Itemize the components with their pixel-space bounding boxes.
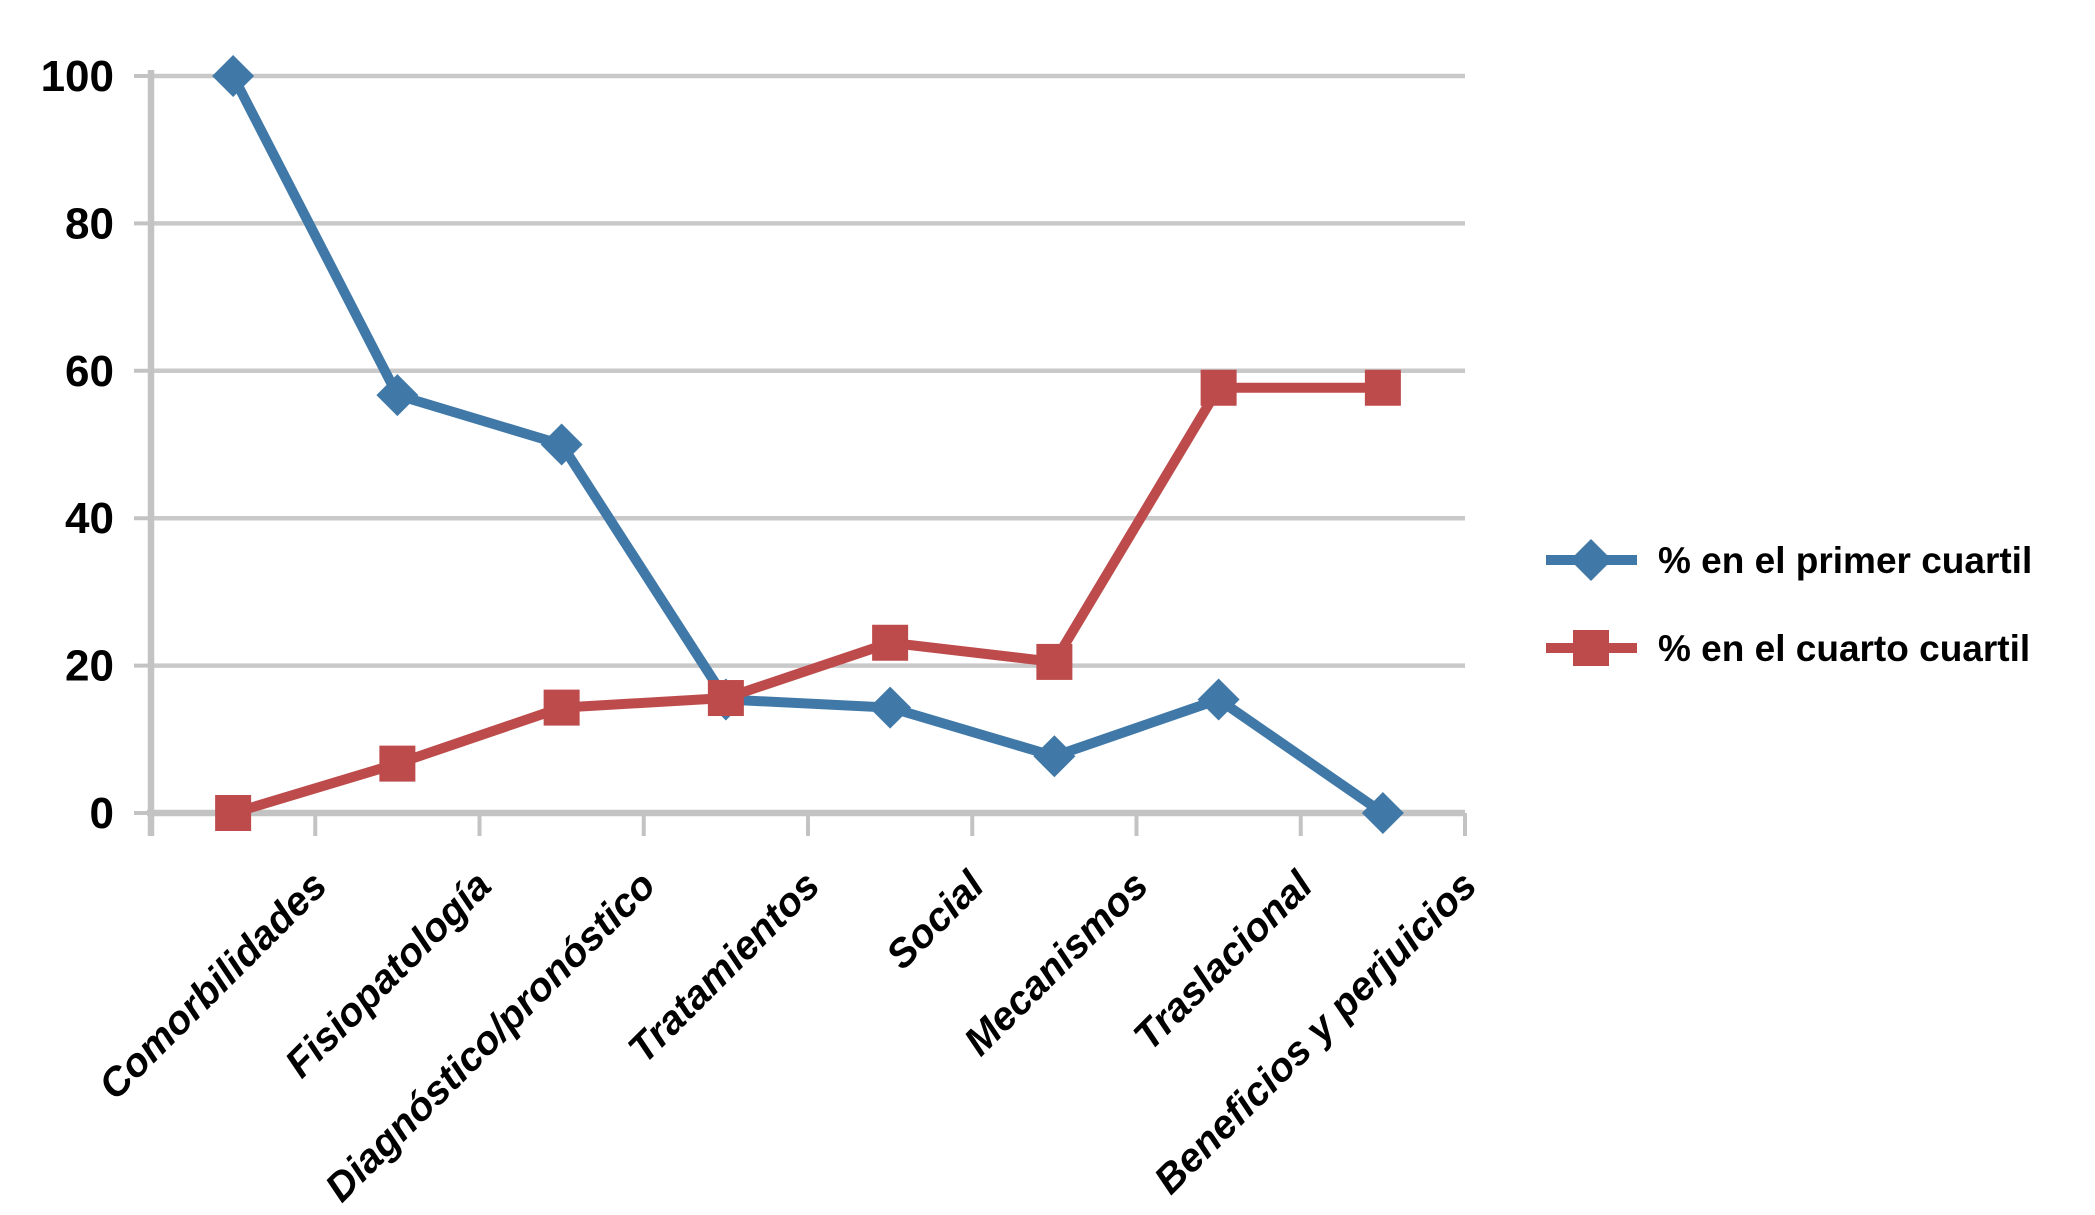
series-line-primer-cuartil bbox=[228, 71, 1388, 818]
x-category-label: Social bbox=[878, 863, 993, 978]
y-tick-label-0: 0 bbox=[90, 789, 114, 838]
data-point-diamond bbox=[540, 423, 583, 466]
legend-item-primer-cuartil: % en el primer cuartil bbox=[1546, 539, 2032, 581]
data-point-diamond bbox=[376, 374, 419, 417]
data-point-square bbox=[1364, 369, 1401, 406]
data-point-square bbox=[543, 689, 580, 726]
square-marker-icon bbox=[1573, 630, 1609, 666]
data-point-diamond bbox=[1197, 678, 1240, 721]
x-axis-labels: ComorbilidadesFisiopatologíaDiagnóstico/… bbox=[91, 863, 1486, 1211]
y-tick-label-100: 100 bbox=[41, 52, 114, 101]
y-tick-label-60: 60 bbox=[65, 347, 114, 396]
legend-label-primer-cuartil: % en el primer cuartil bbox=[1658, 540, 2032, 581]
data-point-square bbox=[215, 795, 252, 831]
gridlines bbox=[151, 73, 1465, 668]
data-point-diamond bbox=[1361, 792, 1404, 834]
data-point-diamond bbox=[1033, 735, 1076, 778]
y-tick-label-20: 20 bbox=[65, 642, 114, 691]
legend: % en el primer cuartil % en el cuarto cu… bbox=[1546, 539, 2032, 669]
data-series bbox=[212, 55, 1404, 834]
data-point-square bbox=[707, 680, 744, 717]
legend-label-cuarto-cuartil: % en el cuarto cuartil bbox=[1658, 628, 2030, 669]
data-point-diamond bbox=[212, 55, 255, 97]
y-tick-label-40: 40 bbox=[65, 494, 114, 543]
y-tick-label-80: 80 bbox=[65, 199, 114, 248]
y-axis-labels: 0 20 40 60 80 100 bbox=[41, 52, 114, 838]
data-point-square bbox=[872, 624, 909, 661]
x-category-label: Diagnóstico/pronóstico bbox=[317, 863, 664, 1210]
data-point-diamond bbox=[869, 686, 912, 729]
data-point-square bbox=[1036, 643, 1073, 680]
diamond-marker-icon bbox=[1570, 539, 1612, 581]
data-point-square bbox=[1200, 369, 1237, 406]
axes bbox=[134, 70, 1467, 836]
legend-item-cuarto-cuartil: % en el cuarto cuartil bbox=[1546, 628, 2030, 669]
series-line-cuarto-cuartil bbox=[228, 382, 1388, 818]
x-category-label: Beneficios y perjuicios bbox=[1146, 863, 1485, 1202]
data-point-square bbox=[379, 745, 416, 782]
